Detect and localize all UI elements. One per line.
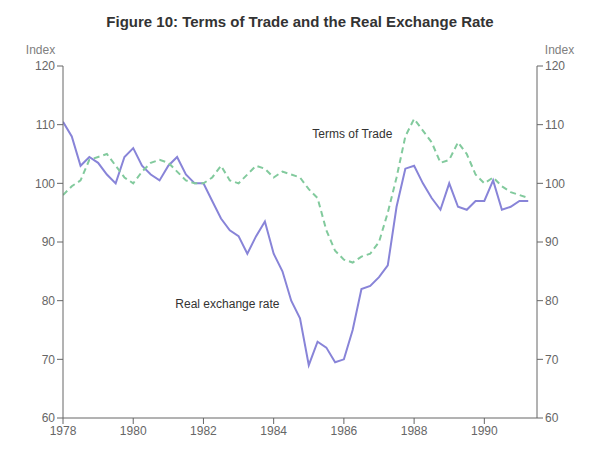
svg-text:120: 120 (35, 59, 55, 73)
svg-text:100: 100 (545, 177, 565, 191)
svg-text:60: 60 (545, 411, 559, 425)
svg-text:1986: 1986 (331, 424, 358, 438)
svg-text:70: 70 (545, 353, 559, 367)
svg-text:110: 110 (36, 118, 55, 132)
svg-text:80: 80 (545, 294, 559, 308)
svg-text:Index: Index (545, 43, 574, 57)
svg-text:1980: 1980 (120, 424, 147, 438)
svg-text:Real exchange rate: Real exchange rate (175, 297, 279, 311)
svg-text:120: 120 (545, 59, 565, 73)
svg-text:Terms of Trade: Terms of Trade (312, 127, 392, 141)
svg-text:60: 60 (42, 411, 56, 425)
svg-text:Index: Index (26, 43, 55, 57)
svg-text:90: 90 (545, 235, 559, 249)
svg-text:1982: 1982 (190, 424, 217, 438)
svg-text:1990: 1990 (471, 424, 498, 438)
svg-text:90: 90 (42, 235, 56, 249)
svg-text:110: 110 (545, 118, 564, 132)
svg-text:1978: 1978 (50, 424, 77, 438)
svg-text:80: 80 (42, 294, 56, 308)
svg-text:1988: 1988 (401, 424, 428, 438)
html-text:Figure 10: Terms of Trade and: Figure 10: Terms of Trade and the Real E… (106, 13, 494, 30)
svg-text:70: 70 (42, 353, 56, 367)
svg-text:100: 100 (35, 177, 55, 191)
svg-text:1984: 1984 (260, 424, 287, 438)
